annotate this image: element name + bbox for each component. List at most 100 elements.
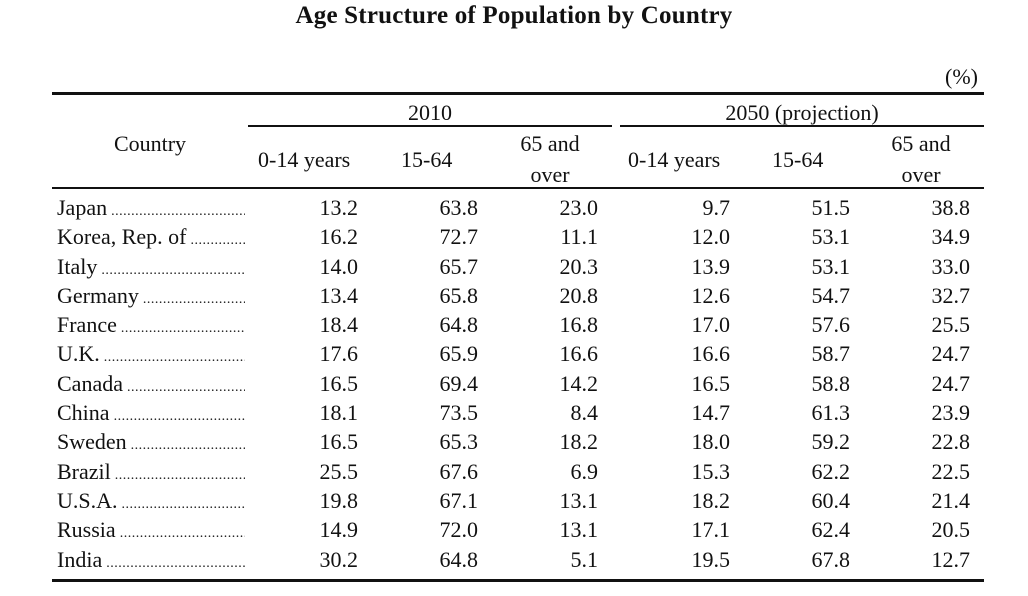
value-2010-15-64: 65.3	[439, 429, 479, 455]
table-row: Japan 13.2 63.8 23.0 9.7 51.5 38.8	[0, 195, 1028, 224]
value-2010-15-64: 64.8	[439, 546, 479, 572]
value-2010-15-64: 73.5	[439, 400, 479, 426]
value-2050-0-14: 19.5	[691, 546, 731, 572]
country-cell: Russia	[57, 517, 245, 543]
value-2050-65-over: 32.7	[931, 282, 971, 308]
country-cell: Korea, Rep. of	[57, 224, 245, 250]
value-2010-0-14: 13.4	[319, 282, 359, 308]
value-2050-15-64: 54.7	[811, 282, 851, 308]
value-2050-15-64: 53.1	[811, 224, 851, 250]
header-2050-65-line1: 65 and	[891, 131, 951, 156]
table-row: Sweden 16.5 65.3 18.2 18.0 59.2 22.8	[0, 429, 1028, 458]
country-cell: India	[57, 547, 245, 573]
value-2050-0-14: 17.1	[691, 517, 731, 543]
country-cell: Sweden	[57, 429, 245, 455]
value-2010-0-14: 14.0	[319, 253, 359, 279]
value-2010-15-64: 63.8	[439, 195, 479, 220]
value-2050-65-over: 22.8	[931, 429, 971, 455]
value-2010-0-14: 18.4	[319, 312, 359, 338]
value-2010-15-64: 72.0	[439, 517, 479, 543]
header-group-2010: 2010	[408, 100, 452, 125]
country-cell: U.K.	[57, 341, 245, 367]
unit-label: (%)	[945, 64, 978, 89]
header-country: Country	[113, 131, 187, 156]
table-row: Russia 14.9 72.0 13.1 17.1 62.4 20.5	[0, 517, 1028, 546]
country-cell: Canada	[57, 371, 245, 397]
value-2010-65-over: 23.0	[559, 195, 599, 220]
country-cell: China	[57, 400, 245, 426]
value-2010-0-14: 16.2	[319, 224, 359, 250]
value-2050-0-14: 18.0	[691, 429, 731, 455]
table-row: Korea, Rep. of 16.2 72.7 11.1 12.0 53.1 34.9	[0, 224, 1028, 253]
value-2010-15-64: 64.8	[439, 312, 479, 338]
value-2010-65-over: 8.4	[570, 400, 599, 426]
country-cell: Japan	[57, 195, 245, 221]
group-2010-rule	[248, 125, 612, 127]
group-2050-rule	[620, 125, 984, 127]
value-2050-0-14: 12.6	[691, 282, 731, 308]
value-2050-15-64: 62.2	[811, 458, 851, 484]
table-row: U.S.A. 19.8 67.1 13.1 18.2 60.4 21.4	[0, 488, 1028, 517]
table-row: Canada 16.5 69.4 14.2 16.5 58.8 24.7	[0, 371, 1028, 400]
value-2010-0-14: 18.1	[319, 400, 359, 426]
header-2010-0-14: 0-14 years	[258, 147, 351, 172]
value-2050-15-64: 62.4	[811, 517, 851, 543]
header-bottom-rule	[52, 187, 984, 189]
value-2050-0-14: 18.2	[691, 487, 731, 513]
table-body: Japan 13.2 63.8 23.0 9.7 51.5 38.8 Korea, Rep. …	[0, 195, 1028, 576]
value-2010-0-14: 14.9	[319, 517, 359, 543]
table-row: Brazil 25.5 67.6 6.9 15.3 62.2 22.5	[0, 459, 1028, 488]
value-2050-0-14: 13.9	[691, 253, 731, 279]
value-2050-0-14: 17.0	[691, 312, 731, 338]
value-2050-0-14: 16.5	[691, 370, 731, 396]
value-2010-0-14: 30.2	[319, 546, 359, 572]
value-2010-0-14: 13.2	[319, 195, 359, 220]
country-cell: Germany	[57, 283, 245, 309]
value-2050-0-14: 16.6	[691, 341, 731, 367]
value-2010-65-over: 6.9	[570, 458, 599, 484]
value-2010-65-over: 13.1	[559, 487, 599, 513]
header-group-2050: 2050 (projection)	[725, 100, 879, 125]
table-row: U.K. 17.6 65.9 16.6 16.6 58.7 24.7	[0, 341, 1028, 370]
value-2050-15-64: 58.8	[811, 370, 851, 396]
table-row: France 18.4 64.8 16.8 17.0 57.6 25.5	[0, 312, 1028, 341]
value-2010-15-64: 67.1	[439, 487, 479, 513]
value-2010-15-64: 72.7	[439, 224, 479, 250]
value-2050-65-over: 12.7	[931, 546, 971, 572]
value-2010-0-14: 16.5	[319, 370, 359, 396]
value-2010-15-64: 65.7	[439, 253, 479, 279]
value-2010-0-14: 19.8	[319, 487, 359, 513]
value-2050-0-14: 15.3	[691, 458, 731, 484]
header-2010-65-line1: 65 and	[520, 131, 580, 156]
value-2050-15-64: 59.2	[811, 429, 851, 455]
table-row: India 30.2 64.8 5.1 19.5 67.8 12.7	[0, 547, 1028, 576]
value-2050-65-over: 25.5	[931, 312, 971, 338]
value-2010-65-over: 13.1	[559, 517, 599, 543]
country-cell: U.S.A.	[57, 488, 245, 514]
value-2050-65-over: 23.9	[931, 400, 971, 426]
header-2050-0-14: 0-14 years	[628, 147, 721, 172]
value-2050-65-over: 34.9	[931, 224, 971, 250]
table-row: Germany 13.4 65.8 20.8 12.6 54.7 32.7	[0, 283, 1028, 312]
header-2010-65-line2: over	[530, 162, 570, 187]
value-2010-15-64: 65.9	[439, 341, 479, 367]
value-2050-0-14: 12.0	[691, 224, 731, 250]
header-2050-15-64: 15-64	[772, 147, 824, 172]
header-2010-15-64: 15-64	[401, 147, 453, 172]
country-cell: France	[57, 312, 245, 338]
table-row: Italy 14.0 65.7 20.3 13.9 53.1 33.0	[0, 254, 1028, 283]
value-2050-15-64: 61.3	[811, 400, 851, 426]
value-2010-65-over: 16.6	[559, 341, 599, 367]
value-2010-65-over: 18.2	[559, 429, 599, 455]
value-2050-65-over: 38.8	[931, 195, 971, 220]
value-2050-65-over: 33.0	[931, 253, 971, 279]
table-row: China 18.1 73.5 8.4 14.7 61.3 23.9	[0, 400, 1028, 429]
value-2010-65-over: 16.8	[559, 312, 599, 338]
value-2010-15-64: 69.4	[439, 370, 479, 396]
value-2010-65-over: 5.1	[570, 546, 599, 572]
value-2050-65-over: 20.5	[931, 517, 971, 543]
value-2010-0-14: 17.6	[319, 341, 359, 367]
value-2050-15-64: 58.7	[811, 341, 851, 367]
value-2050-65-over: 24.7	[931, 370, 971, 396]
value-2050-65-over: 24.7	[931, 341, 971, 367]
